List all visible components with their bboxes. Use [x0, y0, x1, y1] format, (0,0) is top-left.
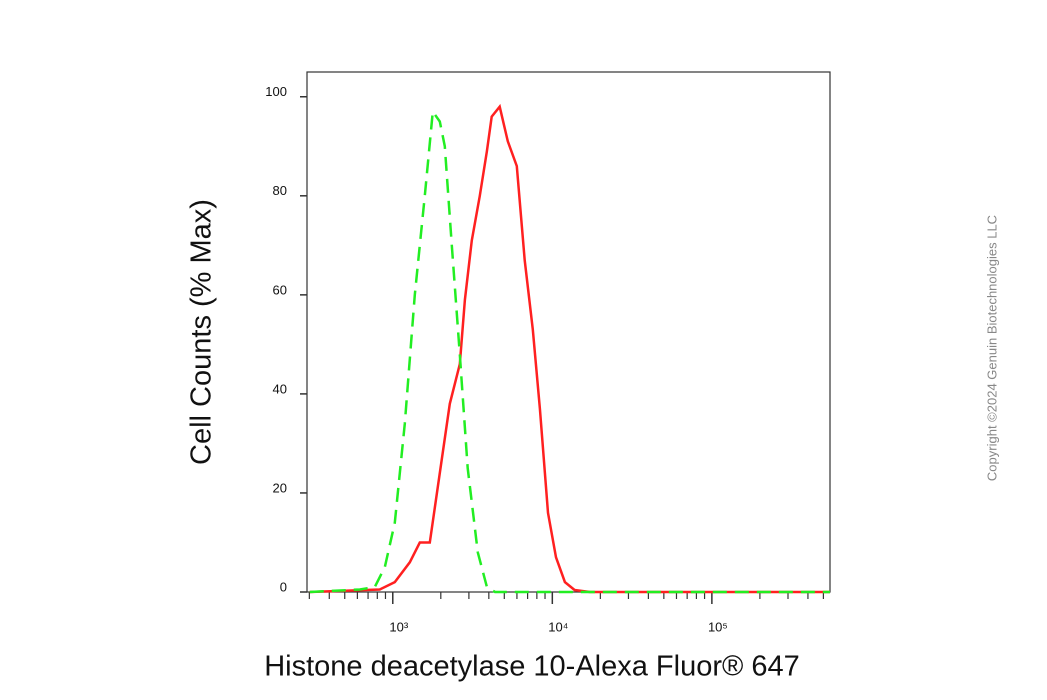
y-axis-label: Cell Counts (% Max) — [186, 199, 218, 465]
y-tick-label: 0 — [280, 579, 287, 594]
y-tick-label: 100 — [265, 84, 287, 99]
series-line — [309, 103, 830, 594]
y-tick-label: 20 — [273, 480, 287, 495]
y-tick-label: 40 — [273, 381, 287, 396]
y-tick-label: 60 — [273, 282, 287, 297]
y-tick-label: 80 — [273, 183, 287, 198]
x-tick-label: 10⁵ — [708, 619, 728, 634]
x-tick-label: 10⁴ — [548, 619, 568, 634]
series-line — [309, 108, 830, 594]
plot-frame — [306, 71, 831, 593]
watermark: Copyright ©2024 Genuin Biotechnologies L… — [984, 215, 999, 481]
x-tick-label: 10³ — [389, 619, 408, 634]
x-axis-label: Histone deacetylase 10-Alexa Fluor® 647 — [264, 651, 800, 683]
